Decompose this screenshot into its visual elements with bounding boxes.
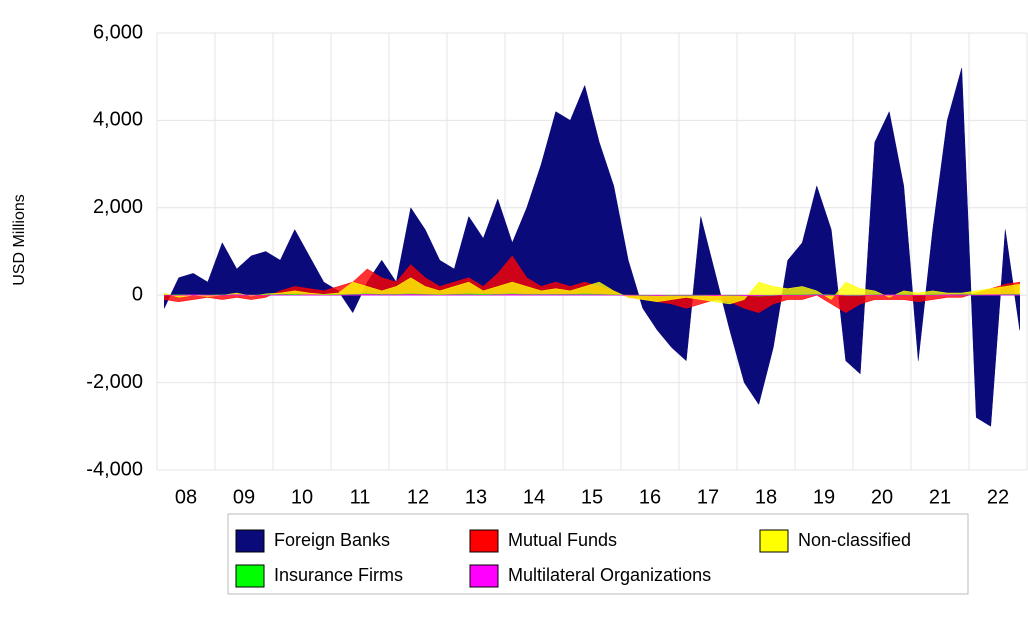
x-tick-label: 13: [465, 486, 487, 508]
x-tick-label: 14: [523, 486, 545, 508]
legend-swatch: [759, 529, 789, 553]
x-tick-label: 09: [233, 486, 255, 508]
legend-label: Mutual Funds: [508, 530, 617, 550]
x-tick-label: 21: [929, 486, 951, 508]
legend-label: Multilateral Organizations: [508, 565, 711, 585]
x-tick-label: 19: [813, 486, 835, 508]
area: [164, 277, 1020, 305]
legend-box: [227, 513, 969, 595]
y-tick-label: 2,000: [93, 196, 143, 218]
x-tick-label: 17: [697, 486, 719, 508]
x-tick-label: 22: [987, 486, 1009, 508]
y-tick-label: 0: [132, 283, 143, 305]
x-tick-label: 11: [350, 486, 371, 508]
y-tick-label: -4,000: [86, 458, 143, 480]
y-tick-label: 6,000: [93, 21, 143, 43]
x-tick-label: 16: [639, 486, 661, 508]
x-tick-label: 15: [581, 486, 603, 508]
x-tick-label: 20: [871, 486, 893, 508]
legend-swatch: [235, 564, 265, 588]
legend-label: Insurance Firms: [274, 565, 403, 585]
legend-swatch: [469, 564, 499, 588]
y-tick-label: -2,000: [86, 371, 143, 393]
x-tick-label: 12: [407, 486, 429, 508]
y-tick-label: 4,000: [93, 109, 143, 131]
x-tick-label: 10: [291, 486, 313, 508]
legend: Foreign Banks Mutual Funds Non-classified I…: [235, 529, 911, 588]
legend-label: Non-classified: [798, 530, 911, 550]
x-tick-label: 08: [175, 486, 197, 508]
legend-swatch: [235, 529, 265, 553]
y-axis-label: USD Millions: [11, 194, 28, 286]
area: [164, 67, 1020, 427]
legend-label: Foreign Banks: [274, 530, 390, 550]
x-tick-label: 18: [755, 486, 777, 508]
legend-swatch: [469, 529, 499, 553]
area: [164, 294, 1020, 296]
